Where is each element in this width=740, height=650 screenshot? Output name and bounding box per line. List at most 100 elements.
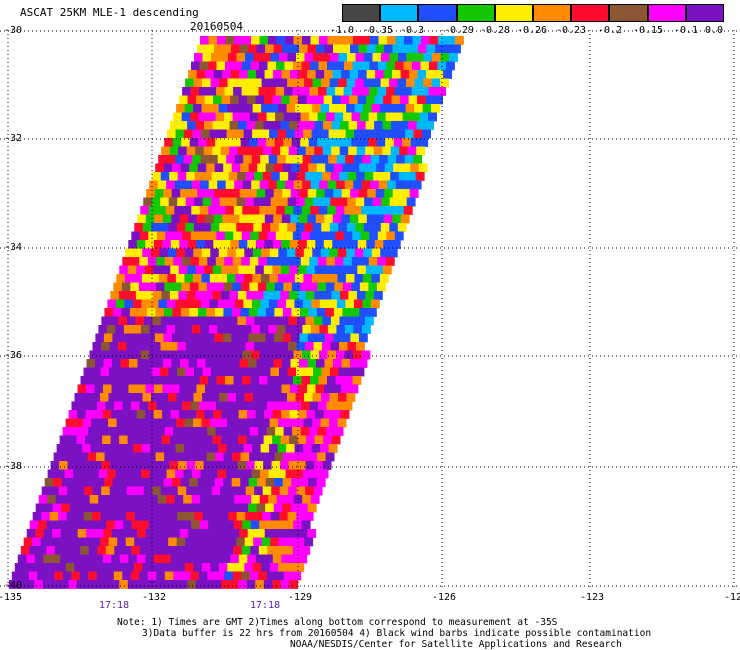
swath-cell — [262, 342, 272, 351]
swath-cell — [32, 512, 42, 521]
swath-cell — [362, 299, 372, 309]
swath-cell — [205, 384, 214, 394]
swath-cell — [285, 350, 294, 360]
swath-cell — [307, 70, 316, 79]
swath-cell — [246, 435, 256, 445]
swath-cell — [244, 418, 253, 428]
swath-cell — [403, 61, 413, 71]
swath-cell — [298, 410, 307, 419]
swath-cell — [173, 571, 183, 581]
swath-cell — [78, 478, 88, 487]
swath-cell — [196, 384, 206, 394]
swath-cell — [247, 529, 257, 538]
swath-cell — [329, 418, 338, 428]
swath-cell — [172, 282, 182, 292]
swath-cell — [235, 248, 245, 258]
swath-cell — [217, 36, 226, 45]
swath-cell — [288, 146, 298, 156]
swath-cell — [273, 189, 283, 198]
note-line-3: NOAA/NESDIS/Center for Satellite Applica… — [290, 639, 622, 650]
swath-cell — [302, 325, 312, 334]
swath-cell — [224, 427, 233, 436]
swath-cell — [410, 163, 420, 173]
swath-cell — [253, 393, 262, 402]
swath-cell — [317, 427, 327, 436]
swath-cell — [192, 129, 202, 139]
swath-cell — [180, 333, 190, 343]
swath-cell — [204, 580, 214, 589]
swath-cell — [295, 223, 305, 232]
swath-cell — [185, 78, 194, 88]
swath-cell — [263, 461, 272, 470]
swath-cell — [235, 444, 244, 453]
swath-cell — [158, 469, 167, 479]
swath-cell — [267, 520, 277, 530]
swath-cell — [156, 401, 166, 411]
swath-cell — [353, 325, 363, 334]
swath-cell — [334, 257, 344, 266]
swath-cell — [355, 197, 365, 207]
swath-cell — [304, 537, 314, 547]
swath-cell — [218, 444, 227, 453]
swath-cell — [267, 231, 277, 241]
swath-cell — [139, 231, 149, 241]
colorbar-segment — [685, 4, 724, 22]
swath-cell — [58, 512, 68, 521]
swath-cell — [201, 129, 210, 139]
swath-cell — [367, 308, 377, 317]
swath-cell — [170, 410, 180, 419]
swath-cell — [401, 44, 410, 54]
swath-cell — [255, 410, 265, 419]
swath-cell — [231, 503, 241, 513]
product-date: 20160504 — [190, 20, 243, 33]
swath-cell — [211, 316, 221, 326]
swath-cell — [392, 70, 401, 79]
swath-cell — [227, 223, 237, 232]
swath-cell — [275, 112, 284, 122]
swath-cell — [61, 478, 71, 487]
swath-cell — [222, 529, 232, 538]
swath-cell — [176, 563, 186, 572]
swath-cell — [332, 214, 342, 224]
swath-cell — [262, 172, 272, 181]
swath-cell — [96, 427, 106, 436]
swath-cell — [138, 282, 148, 292]
swath-cell — [243, 274, 253, 283]
swath-cell — [209, 274, 219, 283]
swath-cell — [274, 478, 284, 487]
swath-cell — [300, 427, 310, 436]
swath-cell — [331, 121, 341, 130]
swath-cell — [156, 546, 166, 555]
swath-cell — [268, 299, 278, 309]
swath-cell — [213, 529, 223, 538]
swath-cell — [258, 257, 268, 266]
swath-cell — [158, 274, 168, 283]
swath-cell — [263, 291, 273, 300]
swath-cell — [307, 359, 317, 368]
swath-cell — [386, 231, 396, 241]
swath-cell — [193, 393, 203, 402]
swath-cell — [124, 299, 134, 309]
swath-cell — [281, 240, 291, 249]
swath-cell — [163, 478, 173, 487]
swath-cell — [280, 265, 290, 275]
swath-cell — [269, 418, 279, 428]
swath-cell — [221, 580, 231, 589]
swath-cell — [65, 444, 74, 453]
swath-cell — [112, 359, 121, 368]
swath-cell — [434, 95, 443, 105]
swath-cell — [200, 180, 210, 190]
swath-cell — [210, 248, 220, 258]
swath-cell — [105, 546, 115, 555]
swath-cell — [79, 571, 89, 581]
swath-cell — [278, 104, 287, 113]
time-label-2: 17:18 — [250, 600, 281, 611]
swath-cell — [266, 571, 276, 581]
swath-cell — [253, 53, 263, 62]
swath-cell — [406, 53, 416, 62]
swath-cell — [115, 299, 125, 309]
swath-cell — [352, 231, 362, 241]
swath-cell — [238, 435, 247, 445]
swath-cell — [136, 410, 146, 419]
swath-cell — [248, 189, 258, 198]
